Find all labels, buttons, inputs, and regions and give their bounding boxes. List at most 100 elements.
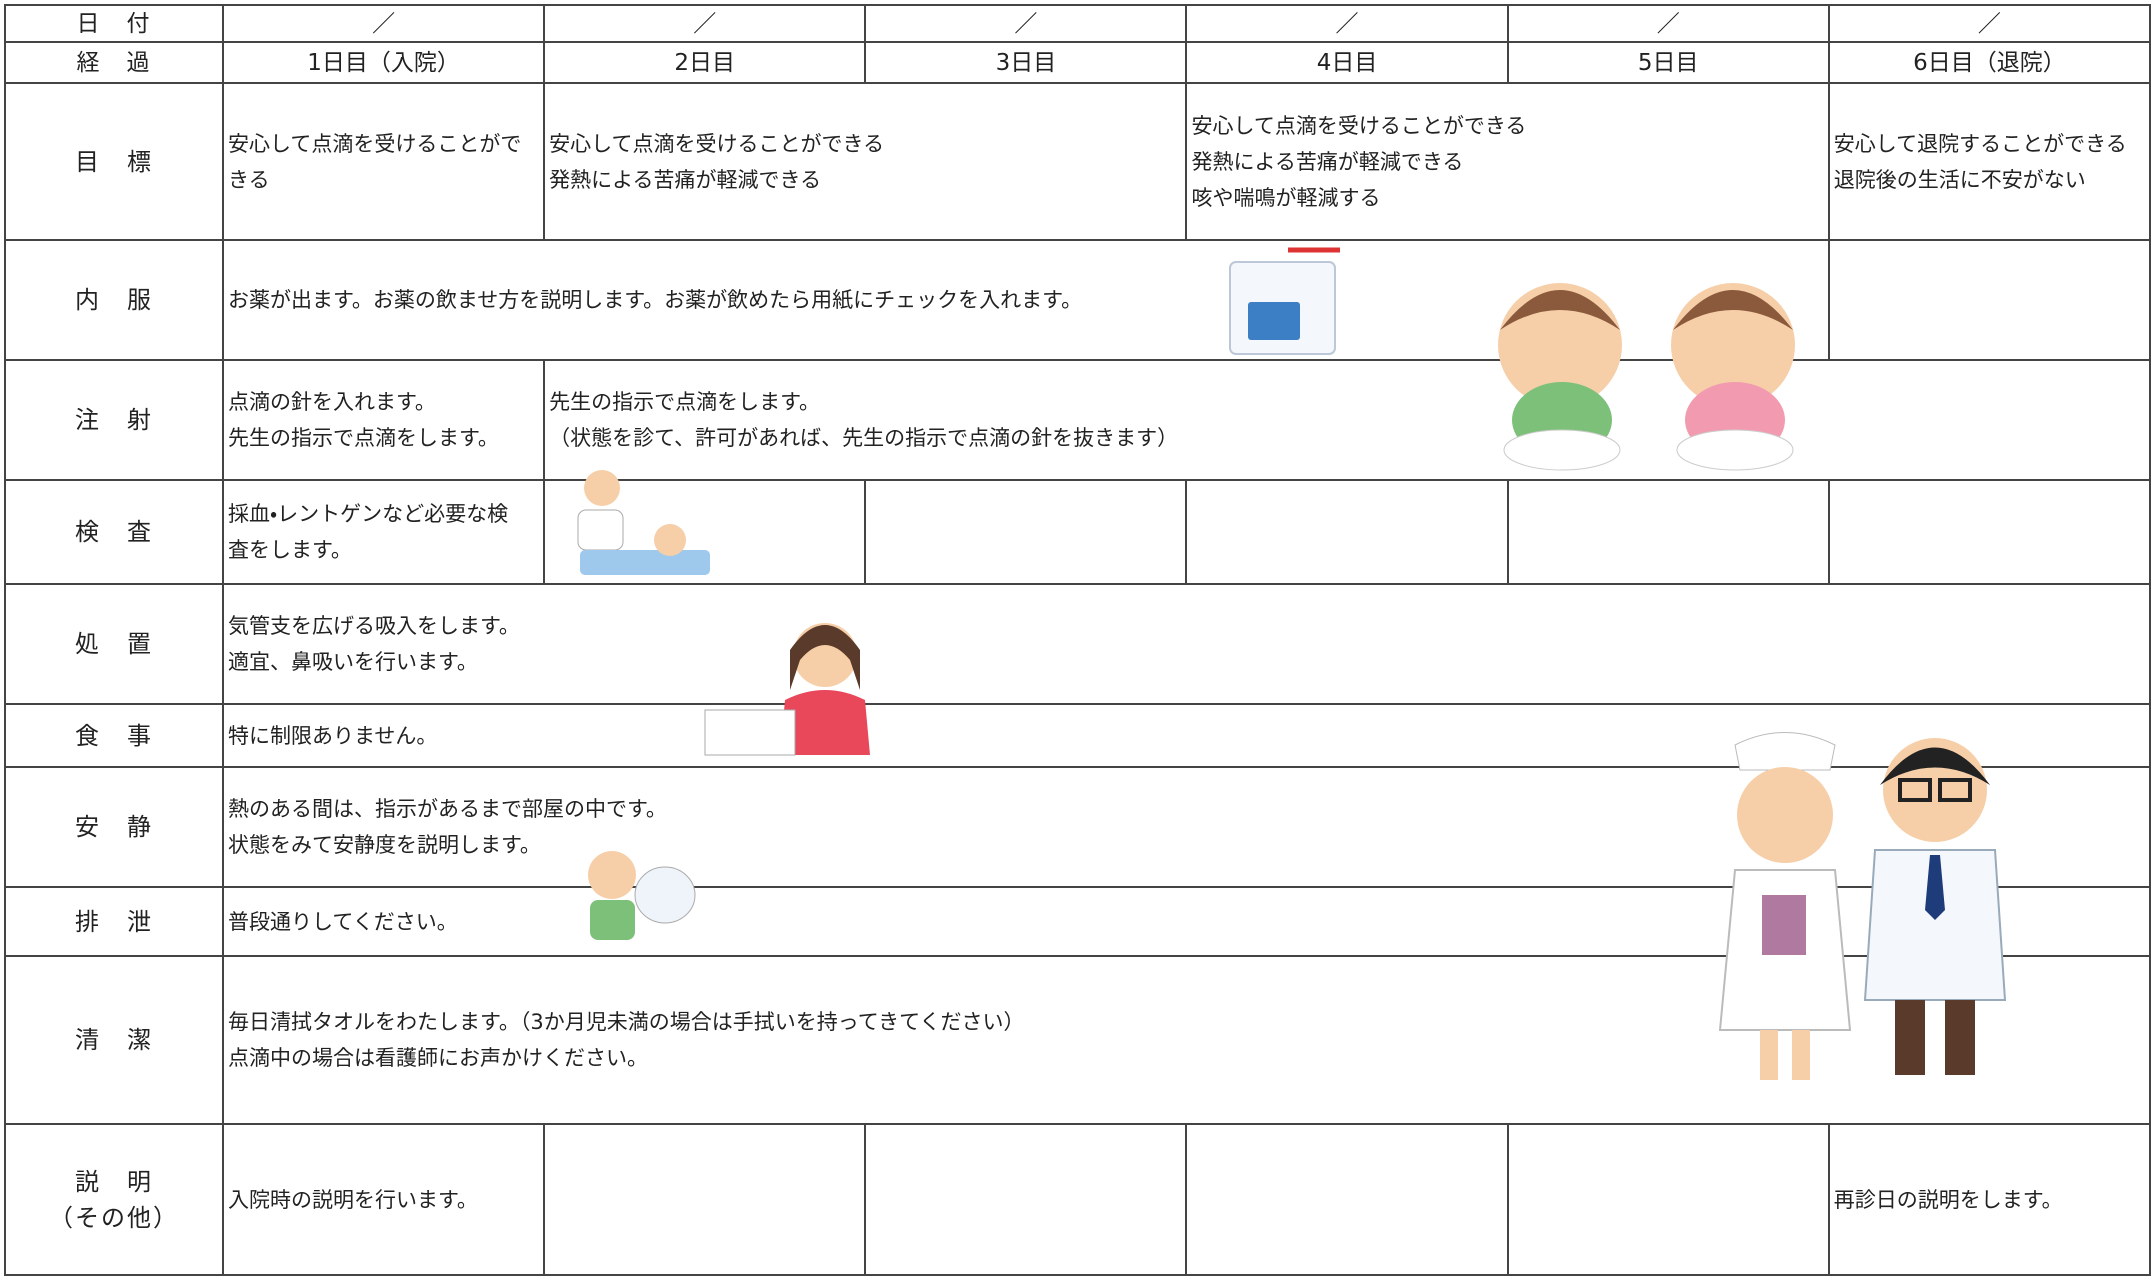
- row-label: 内 服: [4, 239, 224, 361]
- cell-text: 1日目（入院）: [307, 49, 460, 76]
- table-body: 日 付 ／ ／ ／ ／ ／ ／ 経 過 1日目（入院） 2日目 3日目 4日目 5日目 6日目（退院） 目 …: [4, 4, 2152, 1276]
- table-cell: ／: [864, 4, 1188, 43]
- row-label: 食 事: [4, 703, 224, 768]
- cell-text: 点滴中の場合は看護師にお声かけください。: [228, 1046, 648, 1070]
- label-text: 清 潔: [75, 1026, 153, 1054]
- table-cell: 安心して点滴を受けることができる 発熱による苦痛が軽減できる 咳や喘鳴が軽減する: [1185, 82, 1830, 241]
- cell-text: 点滴の針を入れます。: [228, 390, 436, 414]
- cell-text: ／: [1977, 10, 2001, 37]
- cell-text: 毎日清拭タオルをわたします。（3か月児未満の場合は手拭いを持ってきてください）: [228, 1010, 1025, 1034]
- row-label: 安 静: [4, 766, 224, 888]
- cell-text: 普段通りしてください。: [228, 909, 458, 934]
- table-row: 経 過 1日目（入院） 2日目 3日目 4日目 5日目 6日目（退院）: [4, 41, 2152, 84]
- row-label: 日 付: [4, 4, 224, 43]
- cell-text: 2日目: [674, 49, 736, 76]
- table-cell: 2日目: [543, 41, 867, 84]
- table-cell: 毎日清拭タオルをわたします。（3か月児未満の場合は手拭いを持ってきてください） 点…: [222, 955, 2151, 1125]
- cell-text: 先生の指示で点滴をします。: [228, 426, 499, 450]
- cell-text: ／: [1014, 10, 1038, 37]
- cell-text: 再診日の説明をします。: [1833, 1187, 2063, 1212]
- table-cell: 4日目: [1185, 41, 1509, 84]
- empty-cell: [543, 1123, 867, 1276]
- table-row: 内 服 お薬が出ます。お薬の飲ませ方を説明します。お薬が飲めたら用紙にチェックを入…: [4, 239, 2152, 361]
- cell-text: 入院時の説明を行います。: [228, 1187, 478, 1212]
- table-row: 目 標安心して点滴を受けることがで きる 安心して点滴を受けることができる 発熱による…: [4, 82, 2152, 241]
- table-cell: ／: [543, 4, 867, 43]
- table-cell: お薬が出ます。お薬の飲ませ方を説明します。お薬が飲めたら用紙にチェックを入れます…: [222, 239, 1830, 361]
- label-text: 安 静: [75, 813, 153, 841]
- label-text: 経 過: [76, 49, 152, 76]
- table-row: 注 射 点滴の針を入れます。先生の指示で点滴をします。 先生の指示で点滴をします。 （…: [4, 359, 2151, 481]
- table-cell: ／: [1185, 4, 1509, 43]
- cell-text: ／: [693, 10, 717, 37]
- cell-text: 発熱による苦痛が軽減できる: [1191, 149, 1464, 174]
- label-text: 注 射: [75, 406, 153, 434]
- row-label: 目 標: [4, 82, 224, 241]
- table-cell: 採血・レントゲンなど必要な検 査をします。: [221, 479, 546, 585]
- cell-text: ／: [372, 10, 396, 37]
- table-row: 検 査 採血・レントゲンなど必要な検 査をします。: [4, 479, 2152, 585]
- cell-text: 熱のある間は、指示があるまで部屋の中です。: [228, 797, 667, 821]
- table-cell: 安心して退院することができる 退院後の生活に不安がない: [1827, 82, 2152, 241]
- label-text: 食 事: [75, 721, 153, 750]
- table-row: 食 事 特に制限ありません。: [4, 703, 2151, 768]
- empty-cell: [1827, 239, 2152, 361]
- table-cell: 再診日の説明をします。: [1827, 1123, 2152, 1276]
- row-label: 処 置: [4, 583, 224, 705]
- table-cell: 3日目: [864, 41, 1188, 84]
- cell-text: 安心して退院することができる: [1833, 131, 2127, 156]
- empty-cell: [864, 479, 1188, 585]
- table-cell: 気管支を広げる吸入をします。 適宜、鼻吸いを行います。: [222, 583, 2151, 705]
- table-cell: 点滴の針を入れます。先生の指示で点滴をします。: [221, 359, 546, 481]
- cell-text: 発熱による苦痛が軽減できる: [549, 167, 822, 192]
- table-cell: 普段通りしてください。: [222, 886, 2151, 957]
- cell-text: 安心して点滴を受けることができる: [549, 131, 885, 156]
- cell-text: ／: [1656, 10, 1680, 37]
- cell-text: 6日目（退院）: [1913, 49, 2066, 76]
- label-text: （その他）: [49, 1203, 179, 1232]
- label-text: 内 服: [75, 286, 153, 314]
- cell-text: 安心して点滴を受けることができる: [1191, 113, 1527, 138]
- table-cell: 特に制限ありません。: [222, 703, 2151, 768]
- table-cell: 安心して点滴を受けることができる 発熱による苦痛が軽減できる: [543, 82, 1188, 241]
- empty-cell: [543, 479, 867, 585]
- cell-text: （状態を診て、許可があれば、先生の指示で点滴の針を抜きます）: [549, 426, 1179, 450]
- label-text: 検 査: [75, 518, 153, 546]
- cell-text: 適宜、鼻吸いを行います。: [228, 650, 478, 674]
- table-row: 処 置 気管支を広げる吸入をします。 適宜、鼻吸いを行います。: [4, 583, 2151, 705]
- cell-text: きる: [228, 167, 270, 192]
- cell-text: 査をします。: [228, 538, 352, 562]
- row-label: 清 潔: [4, 955, 224, 1125]
- table-row: 排 泄 普段通りしてください。: [4, 886, 2151, 957]
- table-cell: 熱のある間は、指示があるまで部屋の中です。 状態をみて安静度を説明します。: [222, 766, 2151, 888]
- table-cell: 入院時の説明を行います。: [221, 1123, 546, 1276]
- table-row: 説 明 （その他） 入院時の説明を行います。 再診日の説明をします。: [4, 1123, 2152, 1276]
- table-cell: ／: [1827, 4, 2152, 43]
- label-text: 説 明: [75, 1167, 153, 1196]
- cell-text: 特に制限ありません。: [228, 723, 438, 748]
- table-row: 安 静 熱のある間は、指示があるまで部屋の中です。 状態をみて安静度を説明します。: [4, 766, 2151, 888]
- table-row: 清 潔 毎日清拭タオルをわたします。（3か月児未満の場合は手拭いを持ってきてくださ…: [4, 955, 2151, 1125]
- empty-cell: [864, 1123, 1188, 1276]
- table-row: 日 付 ／ ／ ／ ／ ／ ／: [4, 4, 2152, 43]
- table-cell: 5日目: [1506, 41, 1830, 84]
- empty-cell: [1827, 479, 2152, 585]
- label-text: 排 泄: [75, 907, 153, 936]
- cell-text: 安心して点滴を受けることがで: [228, 131, 522, 156]
- label-text: 処 置: [75, 630, 153, 658]
- row-label: 経 過: [4, 41, 224, 84]
- cell-text: 3日目: [995, 49, 1057, 76]
- cell-text: 4日目: [1316, 49, 1378, 76]
- cell-text: ／: [1335, 10, 1359, 37]
- row-label: 注 射: [4, 359, 224, 481]
- table-cell: 安心して点滴を受けることがで きる: [221, 82, 546, 241]
- cell-text: 気管支を広げる吸入をします。: [228, 614, 520, 638]
- cell-text: 採血・レントゲンなど必要な検: [228, 502, 509, 526]
- table-cell: ／: [1506, 4, 1830, 43]
- cell-text: 咳や喘鳴が軽減する: [1191, 185, 1381, 210]
- table-cell: 6日目（退院）: [1827, 41, 2152, 84]
- pathway-table: 日 付 ／ ／ ／ ／ ／ ／ 経 過 1日目（入院） 2日目 3日目 4日目 5日目 6日目（退院） 目 …: [4, 4, 2152, 1276]
- row-label: 検 査: [4, 479, 224, 585]
- empty-cell: [1506, 1123, 1830, 1276]
